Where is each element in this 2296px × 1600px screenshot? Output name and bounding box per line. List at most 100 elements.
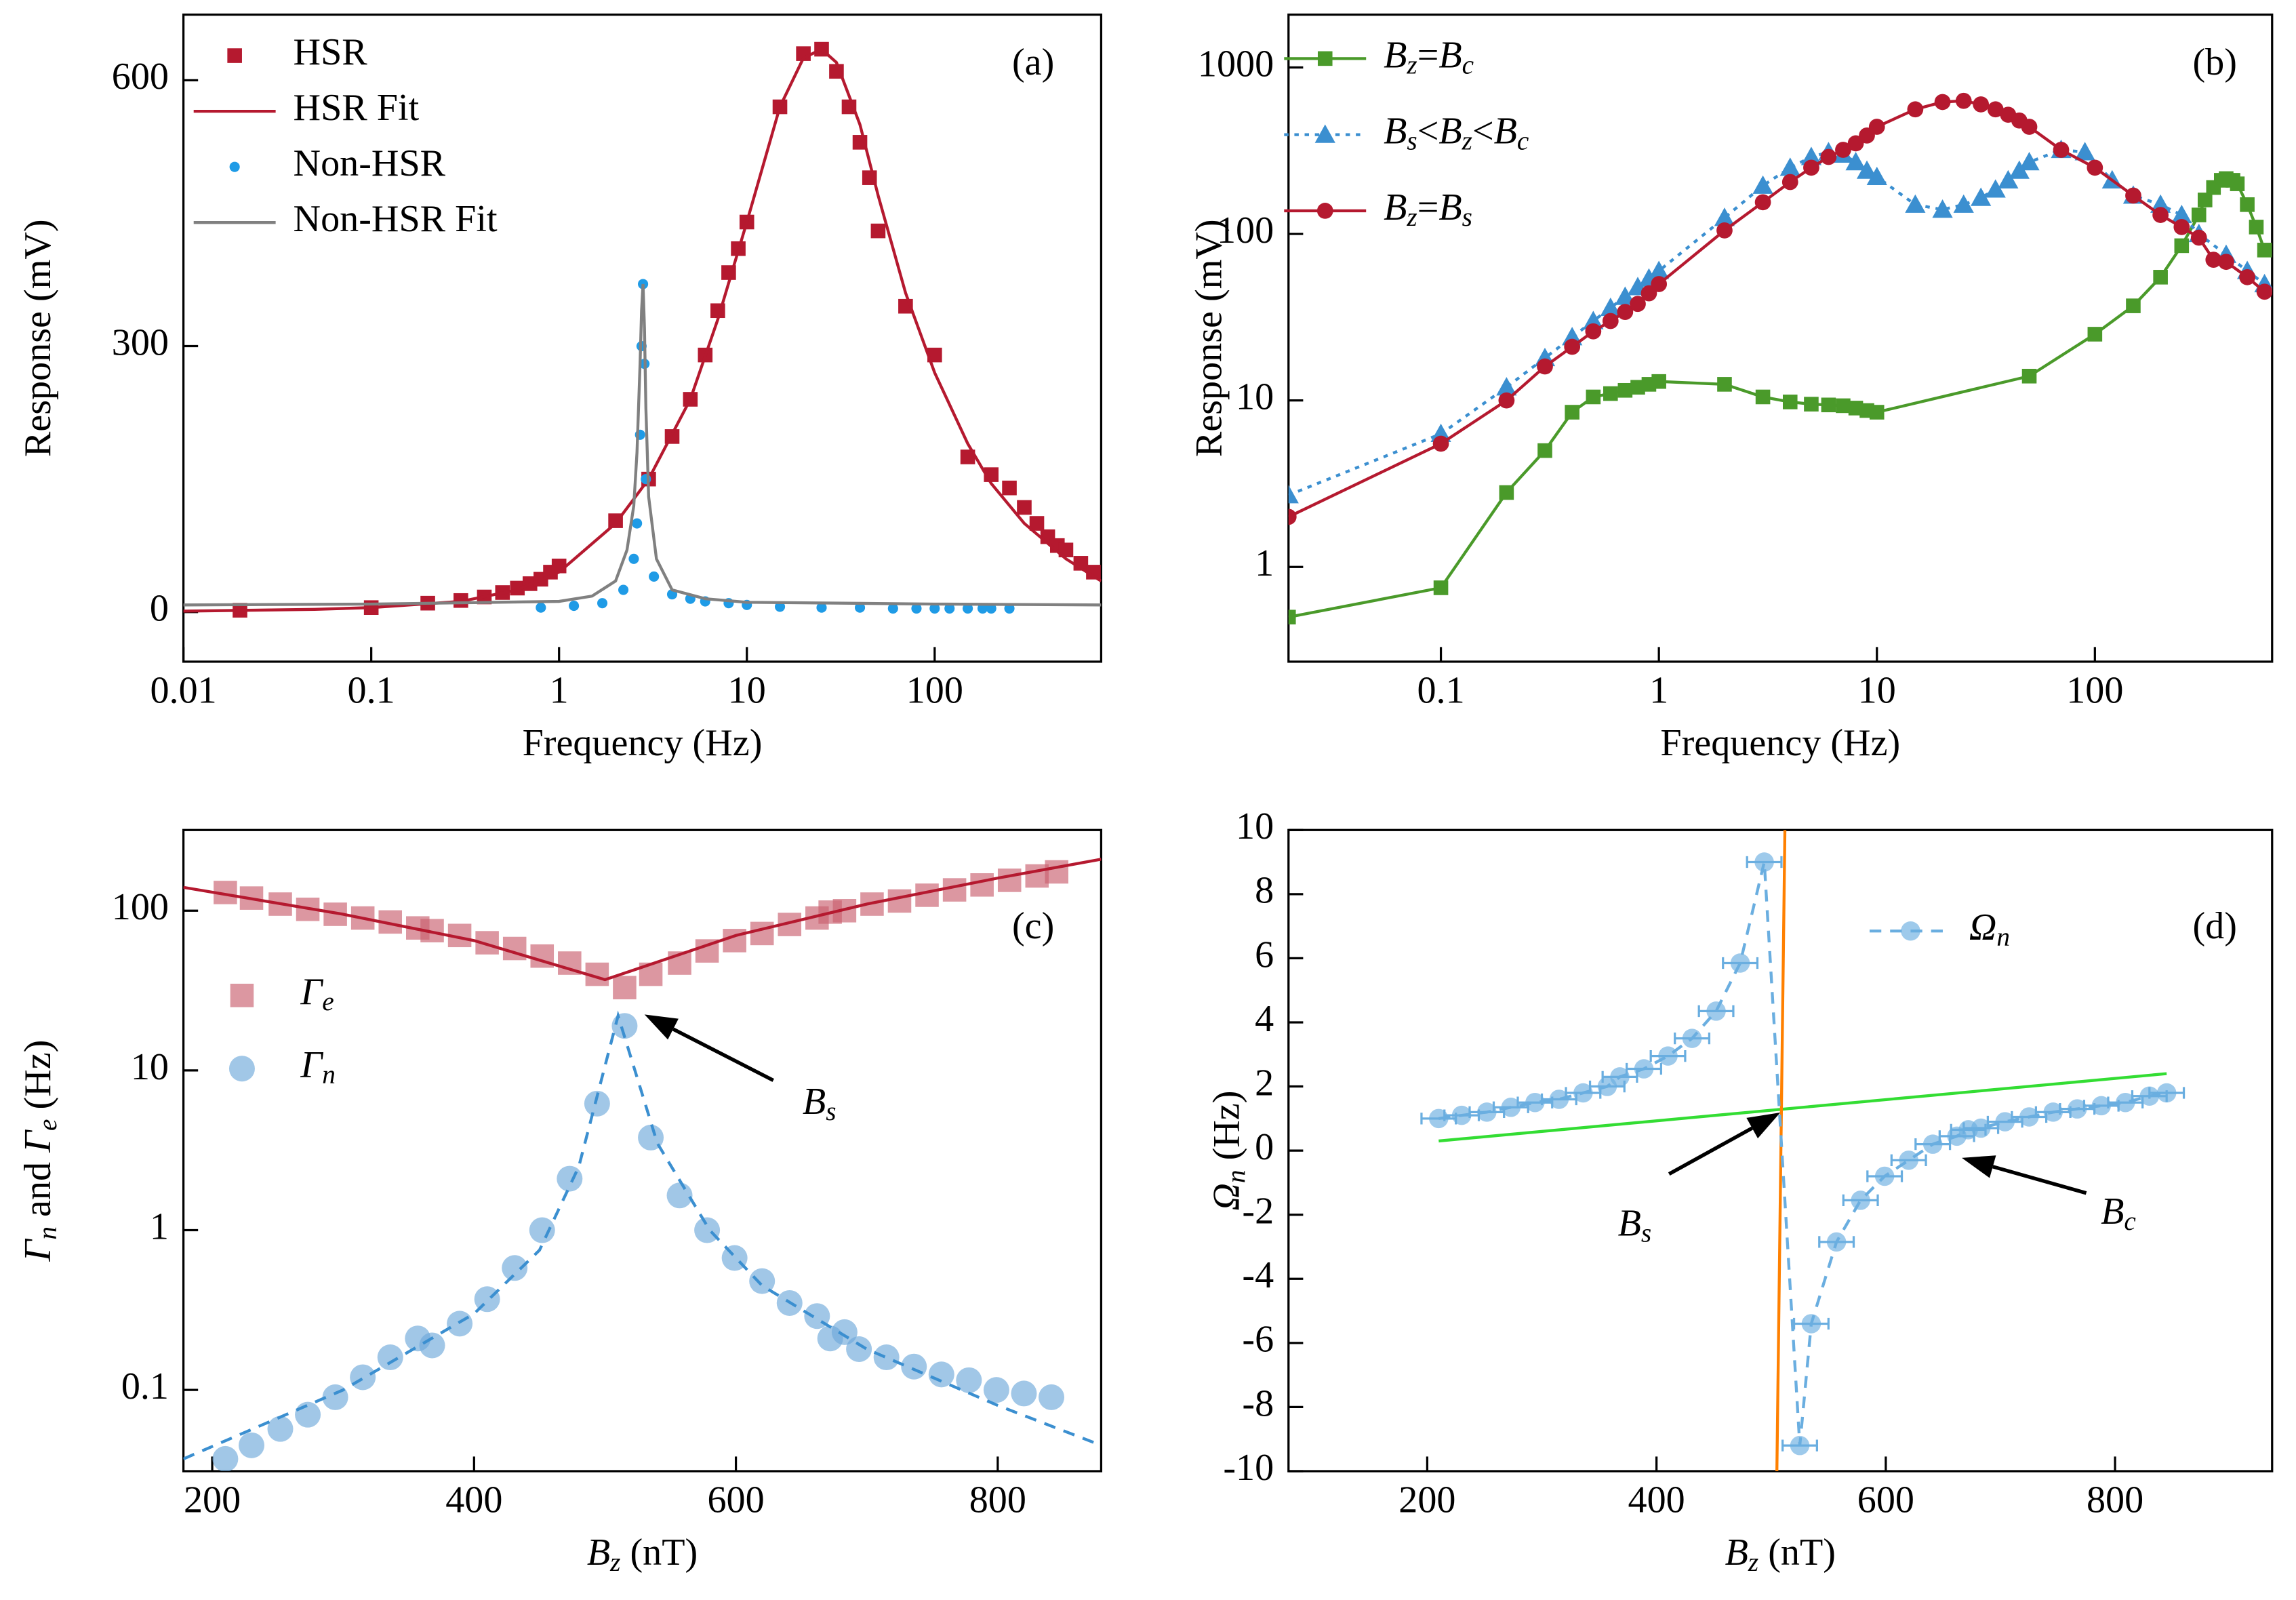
- marker: [1564, 338, 1581, 355]
- marker: [1971, 187, 1992, 206]
- y-tick-label: 600: [112, 56, 169, 98]
- marker: [2125, 187, 2141, 204]
- marker: [870, 223, 886, 239]
- y-axis-label: Ωn (Hz): [1205, 1091, 1251, 1211]
- marker: [2074, 142, 2095, 161]
- x-tick-label: 200: [1398, 1479, 1455, 1521]
- marker: [1716, 222, 1733, 239]
- series-line: [1775, 830, 1787, 1471]
- marker: [2053, 142, 2070, 158]
- marker: [1869, 405, 1885, 420]
- marker: [618, 584, 629, 595]
- legend-label: Bz=Bs: [1384, 186, 1472, 232]
- panel-label: (c): [1012, 905, 1054, 947]
- marker: [942, 878, 967, 902]
- marker: [502, 1255, 528, 1281]
- series-line: [1288, 99, 2265, 519]
- marker: [1985, 179, 2006, 198]
- x-tick-label: 1: [550, 669, 569, 711]
- marker: [2218, 254, 2234, 271]
- marker: [350, 1364, 376, 1391]
- y-tick-label: 0.1: [121, 1365, 169, 1407]
- marker: [901, 1353, 927, 1380]
- marker: [1477, 1102, 1497, 1122]
- marker: [1821, 397, 1836, 413]
- legend-label: Ωn: [1969, 906, 2010, 952]
- plot-frame: [182, 13, 1103, 663]
- marker: [997, 868, 1022, 892]
- legend-marker: [1317, 51, 1333, 66]
- marker: [1039, 1384, 1065, 1410]
- marker: [1955, 92, 1972, 109]
- marker: [2021, 119, 2038, 135]
- marker: [295, 1401, 321, 1428]
- marker: [963, 603, 973, 614]
- x-tick-label: 10: [728, 669, 766, 711]
- marker: [1801, 1314, 1821, 1334]
- marker: [1868, 119, 1885, 135]
- legend-marker: [1901, 921, 1920, 941]
- y-tick-label: 300: [112, 321, 169, 363]
- marker: [1658, 1046, 1678, 1066]
- marker: [1617, 304, 1634, 321]
- marker: [569, 601, 580, 612]
- legend-label: HSR: [294, 31, 368, 73]
- marker: [2091, 1096, 2112, 1116]
- marker: [1432, 435, 1449, 452]
- marker: [1804, 397, 1819, 412]
- x-tick-label: 0.1: [1417, 669, 1464, 711]
- marker: [632, 518, 643, 529]
- marker: [1998, 169, 2019, 189]
- marker: [854, 602, 866, 613]
- arrow-head: [644, 1014, 679, 1040]
- marker: [1851, 1191, 1870, 1210]
- marker: [1779, 157, 1800, 176]
- arrow-head: [1746, 1112, 1781, 1139]
- marker: [1845, 152, 1866, 171]
- legend-label: Non-HSR: [294, 142, 446, 184]
- legend: Bz=Bc Bs<Bz<Bc Bz=Bs: [1284, 34, 1529, 232]
- y-axis-label: Response (mV): [17, 219, 59, 457]
- legend-label: Γe: [300, 971, 334, 1016]
- marker: [1583, 311, 1604, 329]
- marker: [2205, 252, 2222, 268]
- panel: 0.01 0.1 1 10 100 0 300 600 Frequency (Hz) Respon…: [17, 13, 1103, 764]
- y-tick-label: 6: [1255, 934, 1274, 976]
- marker: [1835, 142, 1851, 158]
- y-tick-label: 100: [1217, 209, 1274, 252]
- y-tick-label: 100: [112, 886, 169, 928]
- marker: [1086, 565, 1101, 580]
- marker: [1525, 1092, 1545, 1113]
- legend-marker: [228, 1056, 255, 1082]
- legend-label: Γn: [300, 1044, 336, 1089]
- marker: [1874, 1166, 1895, 1186]
- marker: [1706, 1001, 1726, 1021]
- marker: [1634, 1059, 1654, 1079]
- marker: [977, 603, 988, 614]
- marker: [1029, 516, 1045, 531]
- marker: [2126, 298, 2141, 313]
- marker: [1288, 485, 1299, 504]
- legend-label: HSR Fit: [294, 87, 420, 129]
- marker: [322, 1384, 348, 1410]
- x-tick-label: 400: [1628, 1479, 1685, 1521]
- x-tick-label: 600: [1857, 1479, 1914, 1521]
- marker: [1610, 1067, 1630, 1087]
- plot-area: [1420, 830, 2186, 1471]
- marker: [1630, 380, 1645, 395]
- marker: [2152, 207, 2169, 223]
- marker: [1045, 860, 1069, 884]
- series-line: [183, 47, 1102, 613]
- marker: [960, 449, 975, 464]
- series-line: [183, 858, 1102, 982]
- y-tick-label: 8: [1255, 870, 1274, 912]
- marker: [1934, 94, 1951, 111]
- marker: [2139, 1086, 2160, 1106]
- marker: [1017, 500, 1032, 515]
- x-tick-label: 800: [969, 1479, 1026, 1521]
- marker: [1496, 377, 1517, 396]
- plot-area: [183, 858, 1102, 1471]
- marker: [2173, 219, 2190, 235]
- marker: [502, 936, 527, 961]
- panel-label: (a): [1012, 41, 1054, 83]
